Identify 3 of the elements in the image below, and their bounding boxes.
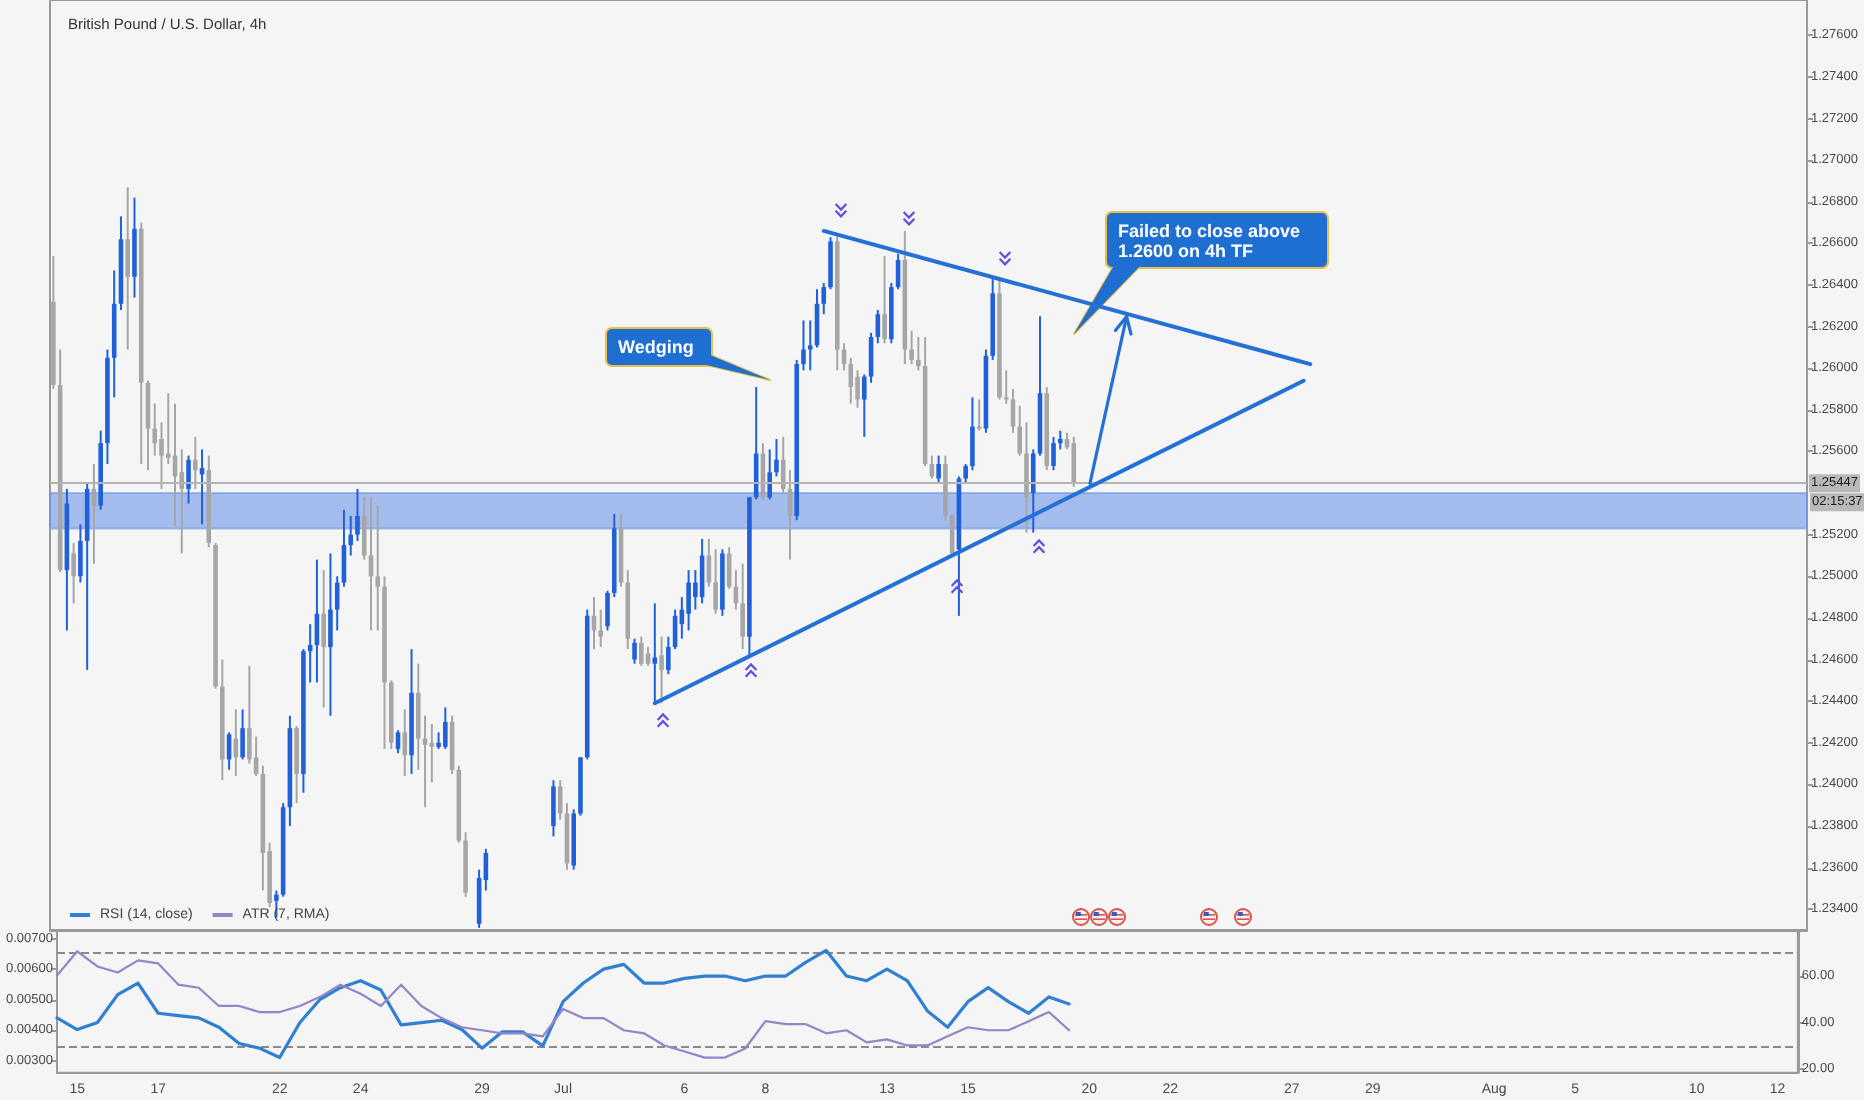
annotation: Failed to close above 1.2600 on 4h TF xyxy=(1118,221,1306,261)
annotation: Wedging xyxy=(618,337,694,357)
candlestick xyxy=(652,603,658,704)
